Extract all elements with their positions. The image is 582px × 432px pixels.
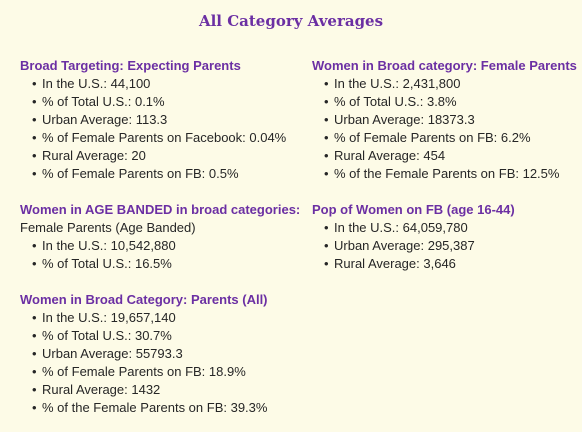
list-item: % of Female Parents on FB: 0.5% <box>32 165 239 183</box>
section-heading: Women in Broad category: Female Parents <box>312 58 577 73</box>
list-item: In the U.S.: 44,100 <box>32 75 150 93</box>
list-item: Urban Average: 113.3 <box>32 111 167 129</box>
title: All Category Averages <box>198 12 384 30</box>
list-item: % of Female Parents on FB: 18.9% <box>32 363 246 381</box>
list-item: Rural Average: 1432 <box>32 381 160 399</box>
list-item: Urban Average: 18373.3 <box>324 111 475 129</box>
list-item: % of Total U.S.: 3.8% <box>324 93 457 111</box>
list-item: % of Female Parents on Facebook: 0.04% <box>32 129 286 147</box>
list-item: In the U.S.: 64,059,780 <box>324 219 468 237</box>
section-heading: Pop of Women on FB (age 16-44) <box>312 202 515 217</box>
list-item: Rural Average: 20 <box>32 147 146 165</box>
list-item: % of the Female Parents on FB: 12.5% <box>324 165 559 183</box>
list-item: % of Total U.S.: 30.7% <box>32 327 172 345</box>
list-item: % of Total U.S.: 0.1% <box>32 93 165 111</box>
section-subheading: Female Parents (Age Banded) <box>20 220 196 235</box>
list-item: Rural Average: 454 <box>324 147 445 165</box>
list-item: % of Total U.S.: 16.5% <box>32 255 172 273</box>
section-heading: Women in Broad Category: Parents (All) <box>20 292 268 307</box>
list-item: In the U.S.: 19,657,140 <box>32 309 176 327</box>
list-item: In the U.S.: 2,431,800 <box>324 75 461 93</box>
section-heading: Women in AGE BANDED in broad categories: <box>20 202 301 217</box>
list-item: Rural Average: 3,646 <box>324 255 456 273</box>
list-item: % of Female Parents on FB: 6.2% <box>324 129 531 147</box>
list-item: Urban Average: 295,387 <box>324 237 475 255</box>
section-heading: Broad Targeting: Expecting Parents <box>20 58 241 73</box>
list-item: In the U.S.: 10,542,880 <box>32 237 176 255</box>
list-item: Urban Average: 55793.3 <box>32 345 183 363</box>
list-item: % of the Female Parents on FB: 39.3% <box>32 399 267 417</box>
